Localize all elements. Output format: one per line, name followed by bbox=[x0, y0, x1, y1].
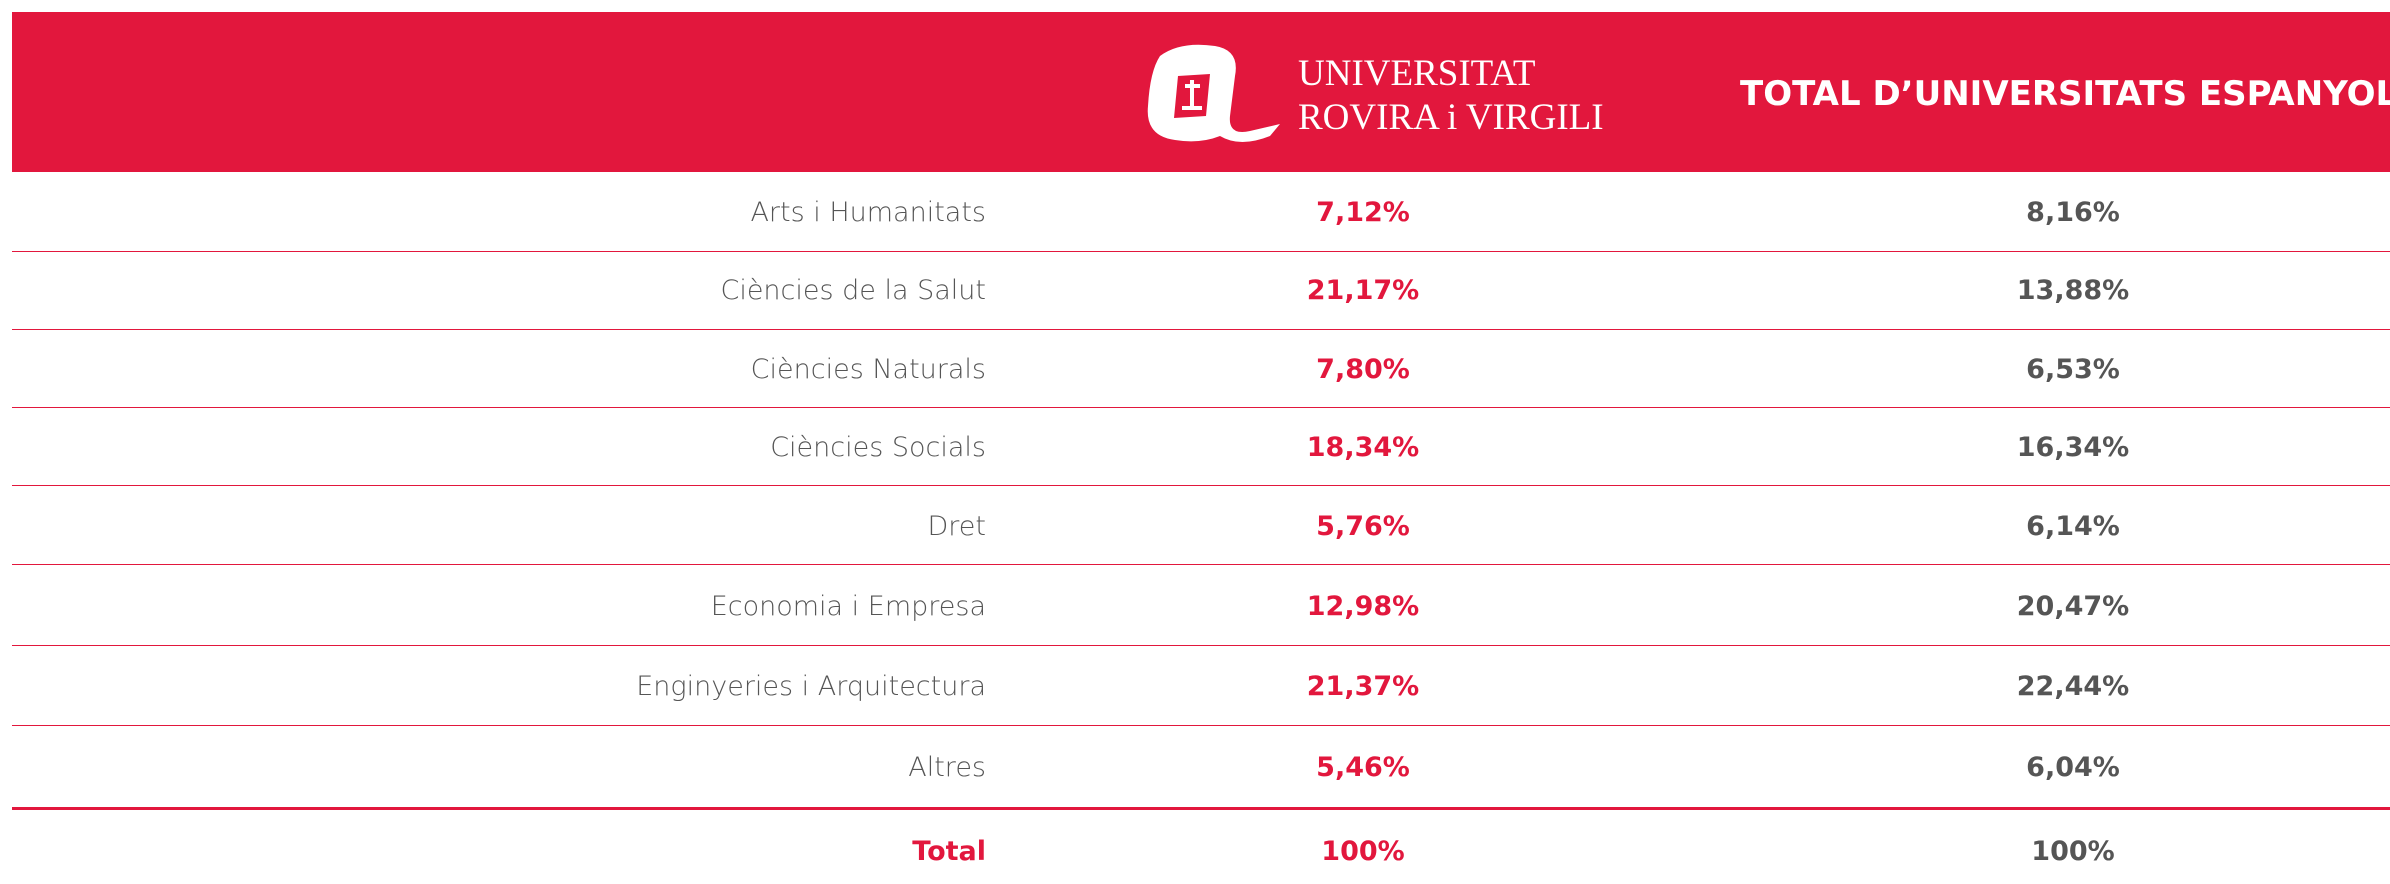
row-label: Ciències Socials bbox=[770, 432, 986, 463]
logo bbox=[1147, 44, 1280, 142]
total-value: 6,14% bbox=[2026, 511, 2120, 542]
total-value: 100% bbox=[2031, 836, 2115, 867]
total-value: 13,88% bbox=[2016, 275, 2130, 306]
row-separator bbox=[12, 564, 2390, 565]
row-label: Enginyeries i Arquitectura bbox=[636, 671, 986, 702]
row-separator bbox=[12, 725, 2390, 726]
urv-value: 100% bbox=[1321, 836, 1405, 867]
urv-value: 21,37% bbox=[1306, 671, 1420, 702]
row-label: Economia i Empresa bbox=[710, 591, 986, 622]
row-separator bbox=[12, 485, 2390, 486]
urv-value: 7,12% bbox=[1316, 197, 1410, 228]
row-separator bbox=[12, 645, 2390, 646]
row-separator bbox=[12, 407, 2390, 408]
urv-value: 5,46% bbox=[1316, 752, 1410, 783]
urv-value: 5,76% bbox=[1316, 511, 1410, 542]
row-label: Ciències de la Salut bbox=[720, 275, 986, 306]
row-label: Altres bbox=[908, 752, 986, 783]
logo-text: ROVIRA i VIRGILI bbox=[1298, 97, 1604, 138]
total-value: 6,04% bbox=[2026, 752, 2120, 783]
row-label: Total bbox=[912, 836, 986, 867]
row-separator bbox=[12, 251, 2390, 252]
total-value: 20,47% bbox=[2016, 591, 2130, 622]
row-label: Dret bbox=[927, 511, 987, 542]
urv-value: 21,17% bbox=[1306, 275, 1420, 306]
total-value: 22,44% bbox=[2016, 671, 2130, 702]
column-header: TOTAL D’UNIVERSITATS ESPANYOLES bbox=[1740, 74, 2390, 114]
total-value: 6,53% bbox=[2026, 354, 2120, 385]
urv-value: 12,98% bbox=[1306, 591, 1420, 622]
total-value: 16,34% bbox=[2016, 432, 2130, 463]
row-label: Ciències Naturals bbox=[750, 354, 986, 385]
total-value: 8,16% bbox=[2026, 197, 2120, 228]
total-separator bbox=[12, 807, 2390, 810]
urv-value: 18,34% bbox=[1306, 432, 1420, 463]
row-separator bbox=[12, 329, 2390, 330]
logo-text: UNIVERSITAT bbox=[1298, 53, 1536, 94]
urv-value: 7,80% bbox=[1316, 354, 1410, 385]
row-label: Arts i Humanitats bbox=[750, 197, 986, 228]
